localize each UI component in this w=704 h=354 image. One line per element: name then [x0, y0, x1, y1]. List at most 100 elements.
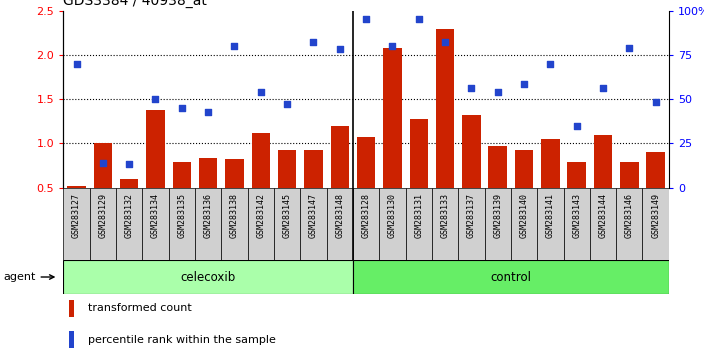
Point	[413, 17, 425, 22]
Text: celecoxib: celecoxib	[180, 270, 236, 284]
Text: GSM283140: GSM283140	[520, 193, 529, 239]
Text: GSM283141: GSM283141	[546, 193, 555, 239]
Point	[360, 17, 372, 22]
Bar	[643, 188, 669, 260]
Bar	[225, 159, 244, 232]
Point	[71, 61, 82, 67]
Text: GSM283131: GSM283131	[414, 193, 423, 239]
Point	[150, 96, 161, 102]
Text: GSM283145: GSM283145	[282, 193, 291, 239]
Point	[97, 160, 108, 166]
Text: GSM283132: GSM283132	[125, 193, 134, 239]
Bar	[410, 120, 428, 232]
Point	[624, 45, 635, 51]
Text: GSM283134: GSM283134	[151, 193, 160, 239]
Text: GSM283143: GSM283143	[572, 193, 582, 239]
Point	[650, 99, 661, 105]
Bar	[489, 146, 507, 232]
Bar	[567, 162, 586, 232]
Bar	[537, 188, 563, 260]
Text: GSM283138: GSM283138	[230, 193, 239, 239]
Bar	[484, 188, 511, 260]
Text: GSM283137: GSM283137	[467, 193, 476, 239]
Point	[308, 40, 319, 45]
Bar	[120, 179, 139, 232]
Text: GSM283133: GSM283133	[441, 193, 450, 239]
Bar	[646, 152, 665, 232]
Bar	[353, 188, 379, 260]
Bar	[94, 143, 112, 232]
Bar	[406, 188, 432, 260]
Bar	[116, 188, 142, 260]
Point	[545, 61, 556, 67]
Bar	[541, 139, 560, 232]
Text: GSM283146: GSM283146	[625, 193, 634, 239]
Bar	[304, 149, 322, 232]
Bar	[331, 126, 349, 232]
Bar	[436, 29, 454, 232]
Bar	[353, 260, 669, 294]
Text: GSM283127: GSM283127	[72, 193, 81, 239]
Text: GSM283142: GSM283142	[256, 193, 265, 239]
Point	[203, 109, 214, 114]
Bar	[432, 188, 458, 260]
Point	[334, 46, 346, 52]
Text: GSM283128: GSM283128	[362, 193, 370, 239]
Text: transformed count: transformed count	[87, 303, 191, 313]
Bar	[301, 188, 327, 260]
Bar	[89, 188, 116, 260]
Point	[282, 101, 293, 107]
Point	[176, 105, 187, 111]
Text: GSM283144: GSM283144	[598, 193, 608, 239]
Point	[229, 43, 240, 49]
Bar	[142, 188, 169, 260]
Bar	[70, 300, 74, 317]
Bar	[383, 48, 401, 232]
Text: GSM283130: GSM283130	[388, 193, 397, 239]
Point	[386, 43, 398, 49]
Text: agent: agent	[4, 272, 54, 282]
Bar	[515, 150, 533, 232]
Bar	[357, 137, 375, 232]
Bar	[274, 188, 301, 260]
Text: percentile rank within the sample: percentile rank within the sample	[87, 335, 275, 344]
Bar	[278, 149, 296, 232]
Bar	[221, 188, 248, 260]
Bar	[169, 188, 195, 260]
Text: control: control	[491, 270, 532, 284]
Text: GSM283129: GSM283129	[99, 193, 107, 239]
Bar	[63, 188, 89, 260]
Bar	[379, 188, 406, 260]
Bar	[172, 162, 191, 232]
Bar	[199, 159, 218, 232]
Bar	[68, 186, 86, 232]
Bar	[251, 133, 270, 232]
Point	[598, 86, 609, 91]
Bar	[146, 110, 165, 232]
Bar	[63, 260, 353, 294]
Bar	[462, 115, 481, 232]
Bar	[195, 188, 221, 260]
Point	[492, 89, 503, 95]
Point	[439, 39, 451, 45]
Text: GSM283147: GSM283147	[309, 193, 318, 239]
Bar	[511, 188, 537, 260]
Bar	[593, 135, 612, 232]
Text: GSM283136: GSM283136	[203, 193, 213, 239]
Bar	[248, 188, 274, 260]
Point	[123, 161, 134, 167]
Bar	[70, 331, 74, 348]
Text: GSM283139: GSM283139	[494, 193, 502, 239]
Text: GSM283148: GSM283148	[335, 193, 344, 239]
Text: GSM283149: GSM283149	[651, 193, 660, 239]
Bar	[616, 188, 643, 260]
Text: GSM283135: GSM283135	[177, 193, 187, 239]
Bar	[620, 162, 639, 232]
Text: GDS3384 / 40938_at: GDS3384 / 40938_at	[63, 0, 207, 8]
Point	[466, 86, 477, 91]
Bar	[327, 188, 353, 260]
Point	[255, 89, 266, 95]
Bar	[590, 188, 616, 260]
Bar	[563, 188, 590, 260]
Point	[518, 81, 529, 87]
